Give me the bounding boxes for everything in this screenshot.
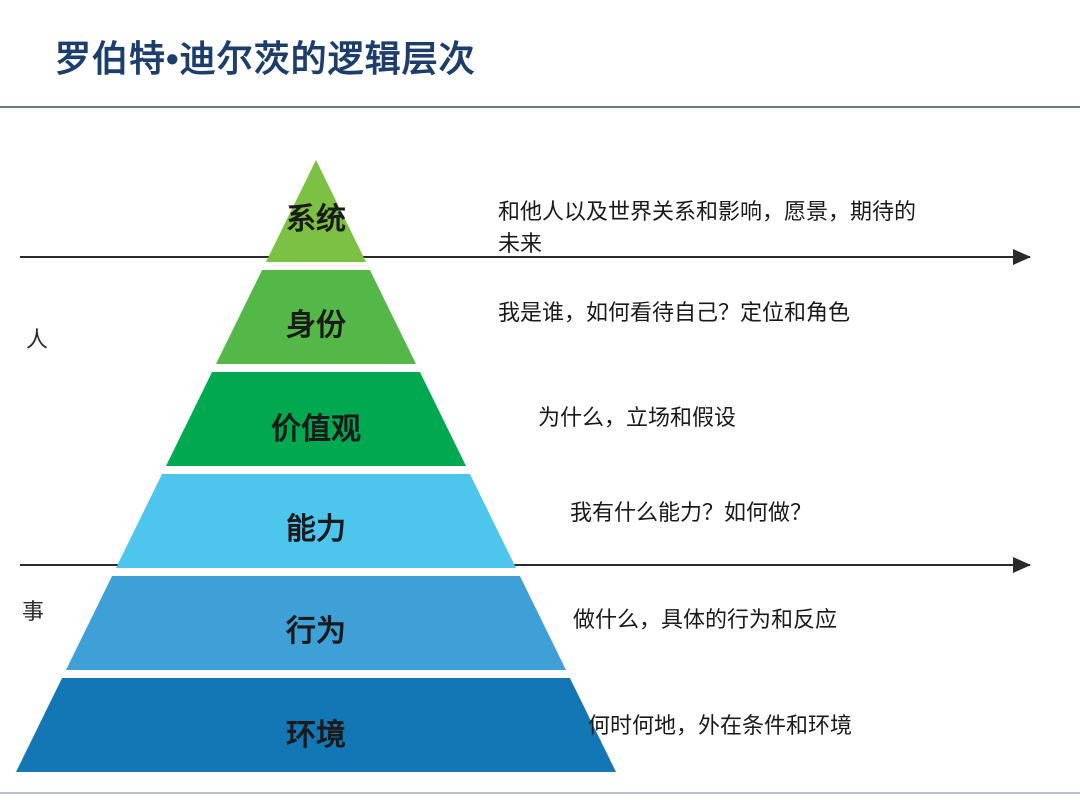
- pyramid-level-2: [166, 372, 466, 466]
- divider-bottom: [0, 792, 1080, 794]
- divider-top: [0, 106, 1080, 108]
- level-description: 何时何地，外在条件和环境: [588, 710, 852, 742]
- level-description: 我有什么能力？如何做？: [570, 497, 812, 529]
- pyramid-level-3: [116, 474, 516, 568]
- level-description: 为什么，立场和假设: [538, 402, 736, 434]
- pyramid-level-5: [16, 678, 616, 772]
- pyramid-level-0: [266, 160, 366, 262]
- level-description: 我是谁，如何看待自己？定位和角色: [498, 297, 850, 329]
- pyramid-level-1: [216, 270, 416, 364]
- level-description: 和他人以及世界关系和影响，愿景，期待的未来: [498, 196, 928, 260]
- level-description: 做什么，具体的行为和反应: [573, 604, 837, 636]
- pyramid-level-4: [66, 576, 566, 670]
- page-title: 罗伯特•迪尔茨的逻辑层次: [55, 30, 476, 82]
